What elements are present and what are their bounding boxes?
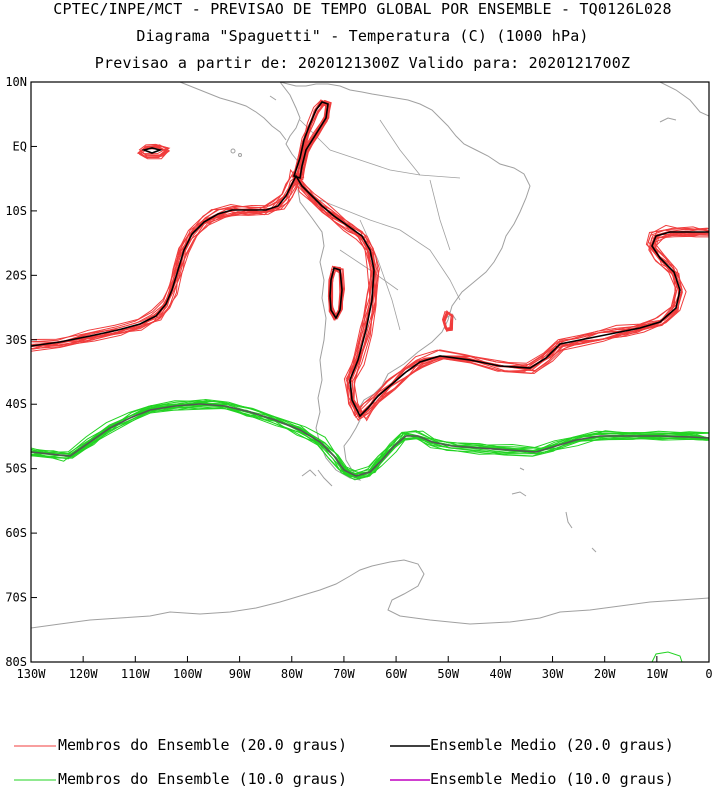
lat-label: 20S [5,268,27,282]
lat-label: 80S [5,655,27,669]
member10-contour [31,405,706,481]
green-contour-small [651,651,683,663]
coast-antarctica [31,559,709,629]
lon-label: 10W [646,667,668,681]
country-borders [299,119,461,331]
coast-south-america [279,82,531,481]
lat-label: 50S [5,462,27,476]
legend-label-member20: Membros do Ensemble (20.0 graus) [58,736,347,754]
member10-contour [31,406,708,477]
member20-andes [296,103,330,181]
members-20 [31,99,709,422]
legend-label-mean20: Ensemble Medio (20.0 graus) [430,736,674,754]
mean20-contour-main [31,174,709,418]
lon-label: 50W [437,667,459,681]
lon-label: 40W [490,667,512,681]
lon-label: 130W [17,667,47,681]
mean20-blob-pacific [141,147,163,154]
member20-blob-brazil [444,311,454,332]
lon-label: 70W [333,667,355,681]
mean20-contour-andes [292,101,329,180]
coastlines [31,82,709,629]
ensemble-mean-10 [31,403,709,477]
title-line-2: Diagrama "Spaguetti" - Temperatura (C) (… [136,27,589,45]
ensemble-mean-20 [31,101,709,418]
member20-contour [31,176,709,418]
member20-contour [31,174,703,417]
lon-label: 90W [229,667,251,681]
member20-contour [35,178,709,422]
islands [230,95,677,553]
lon-label: 20W [594,667,616,681]
lon-label: 80W [281,667,303,681]
title-line-3: Previsao a partir de: 2020121300Z Valido… [94,54,631,72]
lon-label: 60W [385,667,407,681]
lon-label: 0 [705,667,712,681]
lon-label: 110W [121,667,151,681]
member20-blob-pacific [138,146,169,159]
lat-label: 30S [5,333,27,347]
lat-label: 10S [5,204,27,218]
lon-label: 120W [69,667,99,681]
mean10-contour [31,403,709,477]
legend-label-member10: Membros do Ensemble (10.0 graus) [58,770,347,788]
lat-label: 40S [5,397,27,411]
lon-label: 30W [542,667,564,681]
lat-label: 70S [5,591,27,605]
member20-contour [31,176,709,420]
lat-label: EQ [13,139,27,153]
member10-contour [31,399,708,474]
lat-label: 10N [5,75,27,89]
member20-contour [31,180,709,419]
legend-label-mean10: Ensemble Medio (10.0 graus) [430,770,674,788]
member20-contour [31,170,708,414]
lat-label: 60S [5,526,27,540]
member20-contour [31,168,708,412]
lon-axis: 130W 120W 110W 100W 90W 80W 70W 60W 50W 40W 30W 20W… [17,656,713,681]
mean20-blob-chile [329,266,343,320]
lon-label: 100W [173,667,203,681]
coast-central-america [179,82,287,141]
coast-africa [659,82,709,117]
member10-contour [31,400,709,472]
map-frame [30,81,710,663]
lat-axis: 10N EQ 10S 20S 30S 40S 50S 60S 70S 80S [5,75,37,669]
title-line-1: CPTEC/INPE/MCT - PREVISAO DE TEMPO GLOBA… [53,0,672,18]
